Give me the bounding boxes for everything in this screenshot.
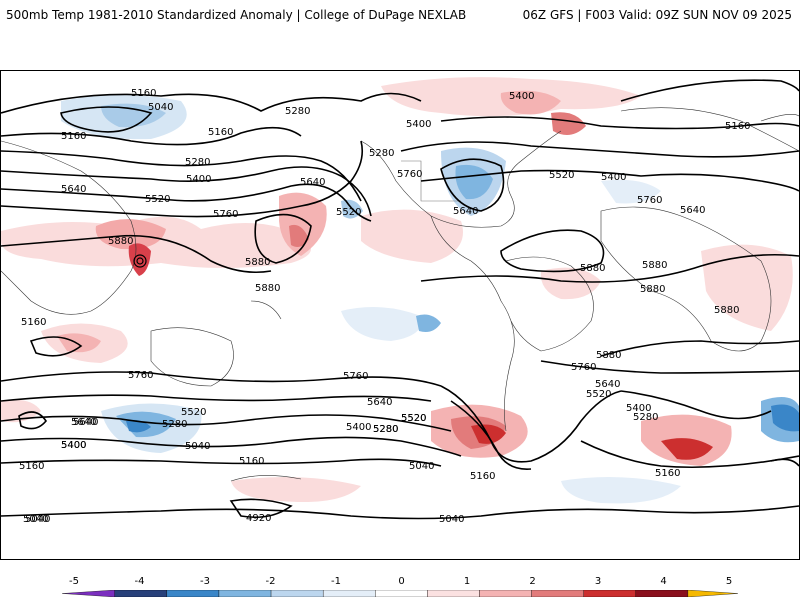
contour-label: 5640: [61, 184, 86, 195]
contour-label: 5280: [369, 148, 394, 159]
contour-label: 5160: [208, 127, 233, 138]
colorbar-swatch: [166, 590, 220, 597]
contour-label: 5520: [145, 194, 170, 205]
contour-label: 5880: [596, 350, 621, 361]
contour-label: 5520: [336, 207, 361, 218]
colorbar-swatch: [375, 590, 428, 597]
contour-label: 5400: [186, 174, 211, 185]
contour-label: 5280: [633, 412, 658, 423]
model-run-info: 06Z GFS | F003 Valid: 09Z SUN NOV 09 202…: [522, 8, 792, 22]
colorbar-swatch: [479, 590, 532, 597]
contour-label: 5160: [131, 88, 156, 99]
coastlines: [1, 107, 799, 482]
colorbar-tick-label: 4: [660, 576, 667, 587]
contour-label: 5160: [19, 461, 44, 472]
contour-label: 5280: [185, 157, 210, 168]
contour-label: 5760: [213, 209, 238, 220]
colorbar-tick-label: -4: [134, 576, 145, 587]
contour-label: 5280: [373, 424, 398, 435]
contour-label: 5640: [595, 379, 620, 390]
colorbar-swatches: [62, 590, 738, 597]
contour-label: 5160: [21, 317, 46, 328]
contour-label: 5400: [406, 119, 431, 130]
colorbar-tick-label: 0: [398, 576, 405, 587]
contour-label: 5880: [640, 284, 665, 295]
colorbar-tick-label: -5: [69, 576, 79, 587]
contour-label: 5040: [23, 514, 48, 525]
contour-label: 5760: [571, 362, 596, 373]
contour-label: 5400: [626, 403, 651, 414]
colorbar-swatch: [635, 590, 689, 597]
contour-label: 5160: [655, 468, 680, 479]
contour-label: 5880: [642, 260, 667, 271]
colorbar-tick-label: -2: [265, 576, 276, 587]
colorbar-swatch: [583, 590, 636, 597]
contour-label: 5880: [255, 283, 280, 294]
contour-label: 5040: [25, 514, 50, 525]
contour-label: 5520: [586, 389, 611, 400]
contour-label: 5520: [401, 413, 426, 424]
contour-label: 5160: [61, 131, 86, 142]
contour-label: 5280: [285, 106, 310, 117]
colorbar-tick-label: -3: [200, 576, 210, 587]
contour-label: 5040: [439, 514, 464, 525]
colorbar-tick-label: -1: [331, 576, 341, 587]
contour-label: 5640: [367, 397, 392, 408]
contour-label: 5400: [61, 440, 86, 451]
contour-labels: 5160 5040 5280 5160 5160 5280 5400 5520 …: [19, 88, 750, 525]
colorbar-swatch: [687, 590, 738, 597]
colorbar-swatch: [62, 590, 115, 597]
colorbar-swatch: [322, 590, 376, 597]
colorbar-tick-label: 3: [594, 576, 602, 587]
colorbar-tick-label: 5: [725, 576, 733, 587]
cyclone-icon: [133, 254, 147, 268]
contour-label: 5640: [71, 417, 96, 428]
contour-label: 5640: [680, 205, 705, 216]
contour-label: 5520: [181, 407, 206, 418]
anomaly-colorbar: -5 -4 -3 -2 -1 0 1 2 3 4 5: [0, 576, 800, 600]
contour-label: 5760: [397, 169, 422, 180]
contour-label: 5520: [401, 413, 426, 424]
title-bar: 500mb Temp 1981-2010 Standardized Anomal…: [0, 0, 800, 30]
colorbar-swatch: [531, 590, 584, 597]
contour-label: 5280: [162, 419, 187, 430]
contour-label: 5640: [453, 206, 478, 217]
map-canvas: 5160 5040 5280 5160 5160 5280 5400 5520 …: [1, 77, 799, 525]
contour-label: 5280: [373, 424, 398, 435]
contour-label: 5400: [509, 91, 534, 102]
colorbar-tick-label: 1: [463, 576, 471, 587]
contour-label: 5400: [601, 172, 626, 183]
contour-label: 5760: [343, 371, 368, 382]
colorbar-swatch: [427, 590, 480, 597]
colorbar-swatch: [114, 590, 168, 597]
height-contours: [1, 79, 799, 520]
contour-label: 5880: [714, 305, 739, 316]
contour-label: 5160: [725, 121, 750, 132]
cool-anomaly-shading: [61, 95, 799, 504]
contour-label: 5760: [637, 195, 662, 206]
contour-label: 5040: [409, 461, 434, 472]
contour-label: 5640: [300, 177, 325, 188]
contour-label: 5040: [185, 441, 210, 452]
contour-label: 5880: [580, 263, 605, 274]
contour-label: 5400: [61, 440, 86, 451]
contour-label: 5040: [148, 102, 173, 113]
map-title: 500mb Temp 1981-2010 Standardized Anomal…: [6, 8, 467, 22]
contour-label: 5880: [108, 236, 133, 247]
contour-label: 4920: [246, 513, 271, 524]
contour-label: 5160: [239, 456, 264, 467]
contour-label: 5880: [245, 257, 270, 268]
warm-anomaly-shading: [1, 77, 793, 502]
contour-label: 5520: [549, 170, 574, 181]
contour-label: 5400: [346, 422, 371, 433]
contour-label: 5160: [470, 471, 495, 482]
contour-label: 5640: [73, 417, 98, 428]
weather-map: 5160 5040 5280 5160 5160 5280 5400 5520 …: [0, 70, 800, 560]
colorbar-swatch: [270, 590, 324, 597]
colorbar-swatch: [218, 590, 272, 597]
colorbar-tick-label: 2: [529, 576, 536, 587]
contour-label: 5760: [128, 370, 153, 381]
